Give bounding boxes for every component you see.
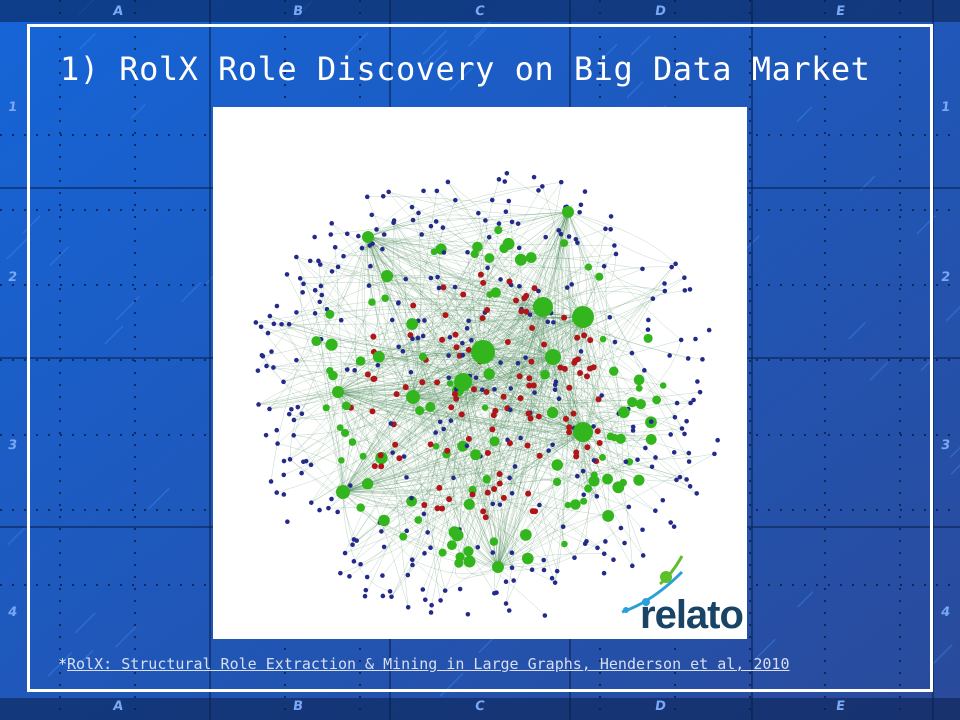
grid-column-label: A [111,4,125,19]
slide-frame [27,24,933,692]
network-graph [253,170,720,618]
relato-logo-text: relato [640,593,744,637]
rolx-paper-link[interactable]: RolX: Structural Role Extraction & Minin… [67,655,790,673]
relato-logo-mark-icon [621,555,684,614]
citation-footnote: *RolX: Structural Role Extraction & Mini… [58,655,790,673]
grid-column-label: D [653,4,667,19]
slide-title: 1) RolX Role Discovery on Big Data Marke… [60,50,871,88]
grid-column-label: B [291,4,304,19]
graph-nodes [253,170,720,618]
grid-column-label: B [291,699,304,714]
grid-column-label: D [653,699,667,714]
network-graph-image [213,107,747,639]
footnote-asterisk: * [58,655,68,673]
grid-column-label: A [111,699,125,714]
